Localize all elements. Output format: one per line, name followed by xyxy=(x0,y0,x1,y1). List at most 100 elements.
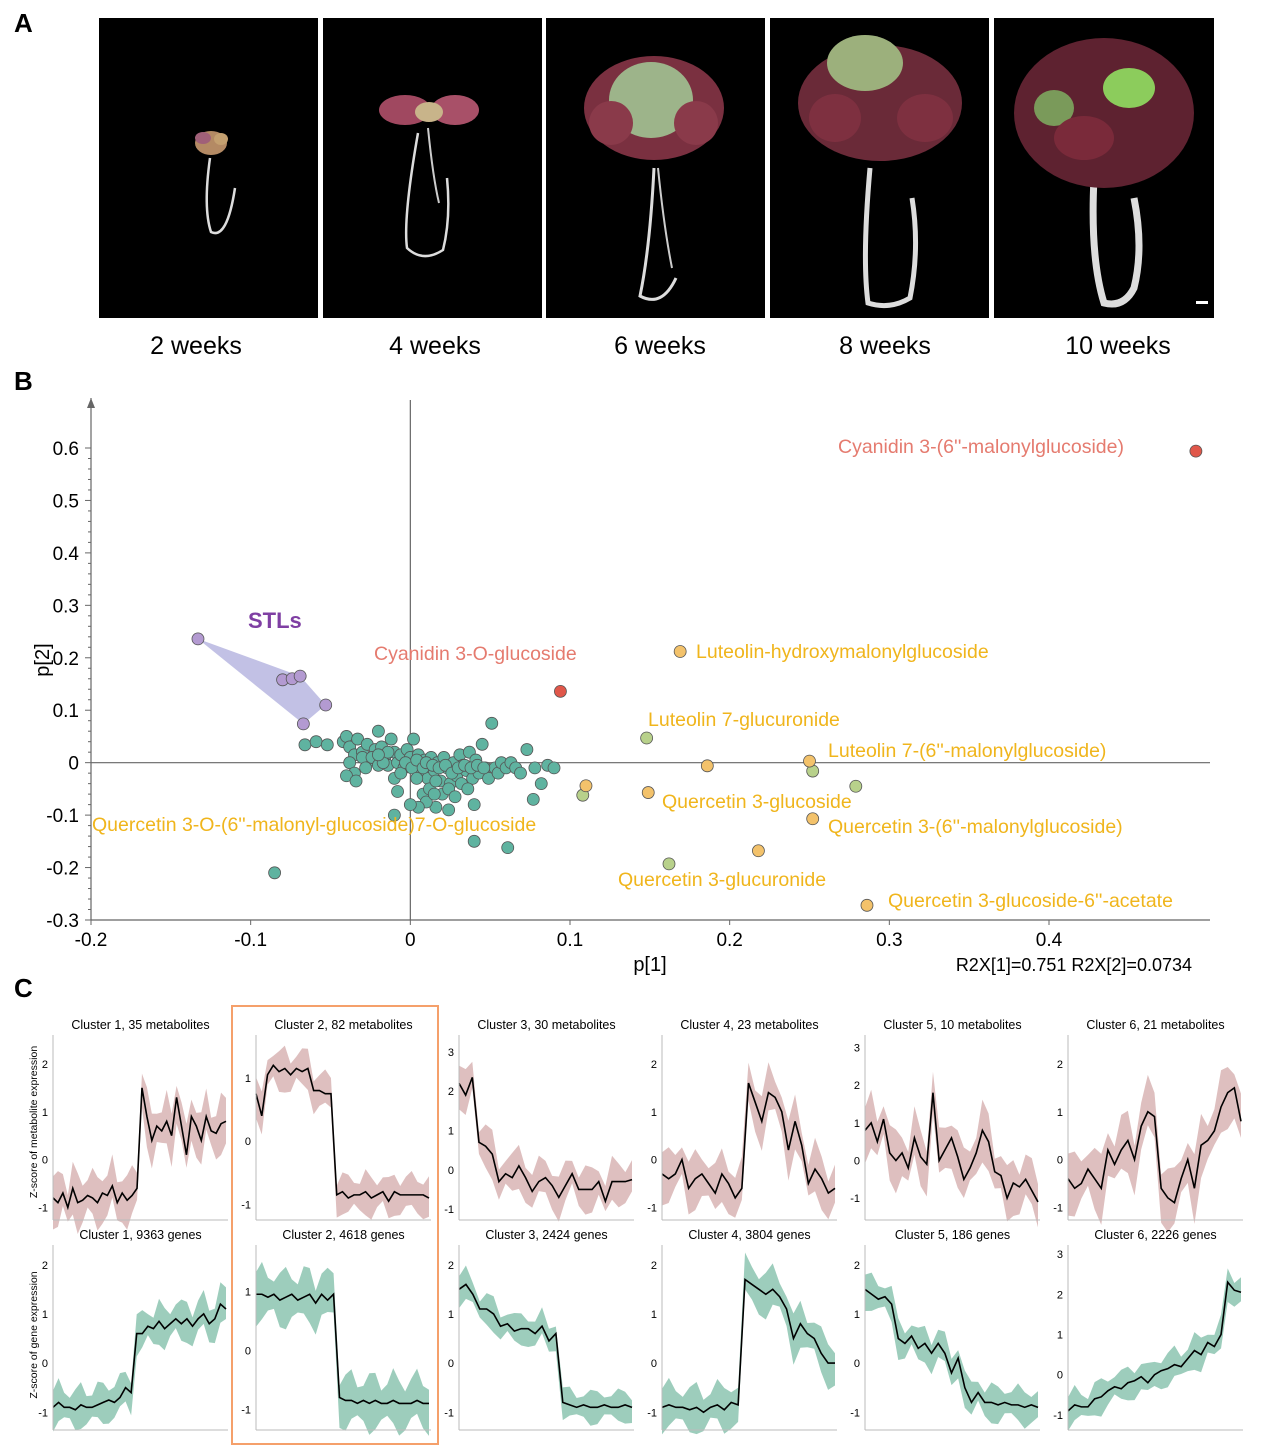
caption-10-weeks: 10 weeks xyxy=(1065,332,1171,360)
cluster-title: Cluster 5, 186 genes xyxy=(895,1228,1010,1242)
compound-annotation: Luteolin 7-glucuronide xyxy=(648,709,840,731)
cluster-ribbon xyxy=(1068,1067,1241,1233)
panel-c-label: C xyxy=(14,973,33,1003)
cluster-y-tick-label: 1 xyxy=(854,1309,860,1321)
cluster-y-tick-label: 0 xyxy=(1057,1155,1063,1167)
data-point-purple xyxy=(319,698,333,712)
caption-8-weeks: 8 weeks xyxy=(839,332,931,360)
y-tick-label: 0.6 xyxy=(53,439,79,460)
cluster-y-tick-label: 1 xyxy=(1057,1329,1063,1341)
data-point-orange xyxy=(752,844,765,858)
data-point-teal xyxy=(394,766,408,780)
cluster-ribbon xyxy=(1068,1268,1241,1431)
compound-annotation: Luteolin-hydroxymalonylglucoside xyxy=(696,641,989,663)
y-tick-label: -0.2 xyxy=(46,859,79,880)
cluster-ribbon xyxy=(53,1073,226,1234)
cluster-title: Cluster 2, 82 metabolites xyxy=(274,1018,412,1032)
cluster-y-tick-label: 0 xyxy=(42,1155,48,1167)
data-point-teal xyxy=(410,771,424,785)
cluster-y-tick-label: 2 xyxy=(448,1260,454,1272)
cluster-mean-line xyxy=(255,1063,430,1203)
cluster-y-tick-label: 1 xyxy=(651,1309,657,1321)
data-point-teal xyxy=(371,724,385,738)
cluster-y-tick-label: -1 xyxy=(241,1199,251,1211)
data-point-teal xyxy=(526,792,540,806)
cluster-y-tick-label: 2 xyxy=(1057,1059,1063,1071)
cluster-y-tick-label: 2 xyxy=(854,1260,860,1272)
cluster-y-tick-label: 1 xyxy=(1057,1107,1063,1119)
data-point-teal xyxy=(448,790,462,804)
data-point-teal xyxy=(501,841,515,855)
cluster-y-tick-label: -1 xyxy=(647,1407,657,1419)
cluster-y-tick-label: 1 xyxy=(448,1125,454,1137)
data-point-teal xyxy=(268,866,282,880)
cluster-y-tick-label: 0 xyxy=(245,1345,251,1357)
metabolite-ylabel: Z-score of metabolite expression xyxy=(28,1046,40,1198)
cluster-ribbon xyxy=(865,1272,1038,1429)
cluster-title: Cluster 6, 2226 genes xyxy=(1094,1228,1216,1242)
data-point-teal xyxy=(427,787,441,801)
cluster-title: Cluster 4, 3804 genes xyxy=(688,1228,810,1242)
y-tick-label: -0.3 xyxy=(46,911,79,932)
x-tick-label: -0.2 xyxy=(75,930,108,951)
data-point-teal xyxy=(475,737,489,751)
y-axis-title: p[2] xyxy=(32,643,54,676)
cluster-profile-grid: -1 0 1 2 Cluster 1, 35 metabolites -1 0 1 Cluste… xyxy=(28,1005,1243,1445)
data-point-orange xyxy=(806,812,820,826)
cluster-y-tick-label: 2 xyxy=(651,1059,657,1071)
cluster-y-tick-label: -1 xyxy=(1053,1410,1063,1422)
stl-group-label: STLs xyxy=(248,608,302,633)
data-point-teal xyxy=(467,834,481,848)
data-point-purple xyxy=(296,717,310,731)
plant-photo-10-weeks xyxy=(994,18,1214,318)
cluster-2-highlight-box xyxy=(231,1005,439,1445)
cluster-y-tick-label: 1 xyxy=(854,1118,860,1130)
data-point-teal xyxy=(442,803,456,817)
data-point-green xyxy=(662,857,676,871)
cluster-ribbon xyxy=(662,1252,835,1435)
y-tick-label: -0.1 xyxy=(46,806,79,827)
plant-image-4-weeks xyxy=(379,95,479,258)
cluster-ribbon xyxy=(256,1045,429,1220)
data-point-teal xyxy=(391,785,404,798)
cluster-mean-line xyxy=(1067,1086,1242,1204)
plant-image-6-weeks xyxy=(584,56,724,301)
cluster-y-tick-label: 2 xyxy=(1057,1289,1063,1301)
cluster-title: Cluster 3, 30 metabolites xyxy=(477,1018,615,1032)
stl-cluster-hull xyxy=(197,638,326,724)
x-tick-label: 0.2 xyxy=(716,930,742,951)
cluster-mean-line xyxy=(1067,1280,1242,1412)
data-point-red xyxy=(1189,444,1203,458)
cluster-y-tick-label: 0 xyxy=(854,1156,860,1168)
cluster-ribbon xyxy=(53,1282,226,1432)
data-point-teal xyxy=(485,716,499,730)
cluster-mean-line xyxy=(864,1288,1039,1409)
caption-6-weeks: 6 weeks xyxy=(614,332,706,360)
cluster-mean-line xyxy=(661,1278,835,1414)
data-point-orange xyxy=(860,898,874,912)
data-point-teal xyxy=(359,761,373,775)
cluster-title: Cluster 1, 9363 genes xyxy=(79,1228,201,1242)
y-tick-label: 0.5 xyxy=(53,491,79,512)
cluster-ribbon xyxy=(459,1265,632,1426)
x-tick-label: 0.4 xyxy=(1036,930,1063,951)
cluster-y-tick-label: -1 xyxy=(1053,1202,1063,1214)
plant-photo-8-weeks xyxy=(770,18,989,318)
data-point-teal xyxy=(349,774,363,788)
plant-photo-2-weeks xyxy=(99,18,318,318)
plant-photo-6-weeks xyxy=(546,18,765,318)
data-point-orange xyxy=(700,759,714,773)
plant-photo-4-weeks xyxy=(323,18,542,318)
data-point-teal xyxy=(547,761,561,775)
compound-annotation: Cyanidin 3-(6''-malonylglucoside) xyxy=(838,436,1124,458)
data-point-teal xyxy=(384,732,398,746)
cluster-y-tick-label: 0 xyxy=(42,1358,48,1370)
cluster-y-tick-label: 1 xyxy=(651,1107,657,1119)
x-tick-label: 0 xyxy=(405,930,416,951)
cluster-y-tick-label: 0 xyxy=(651,1155,657,1167)
cluster-title: Cluster 6, 21 metabolites xyxy=(1086,1018,1224,1032)
data-point-teal xyxy=(520,743,534,756)
cluster-title: Cluster 2, 4618 genes xyxy=(282,1228,404,1242)
data-point-teal xyxy=(407,732,420,746)
cluster-y-tick-label: 0 xyxy=(1057,1370,1063,1382)
